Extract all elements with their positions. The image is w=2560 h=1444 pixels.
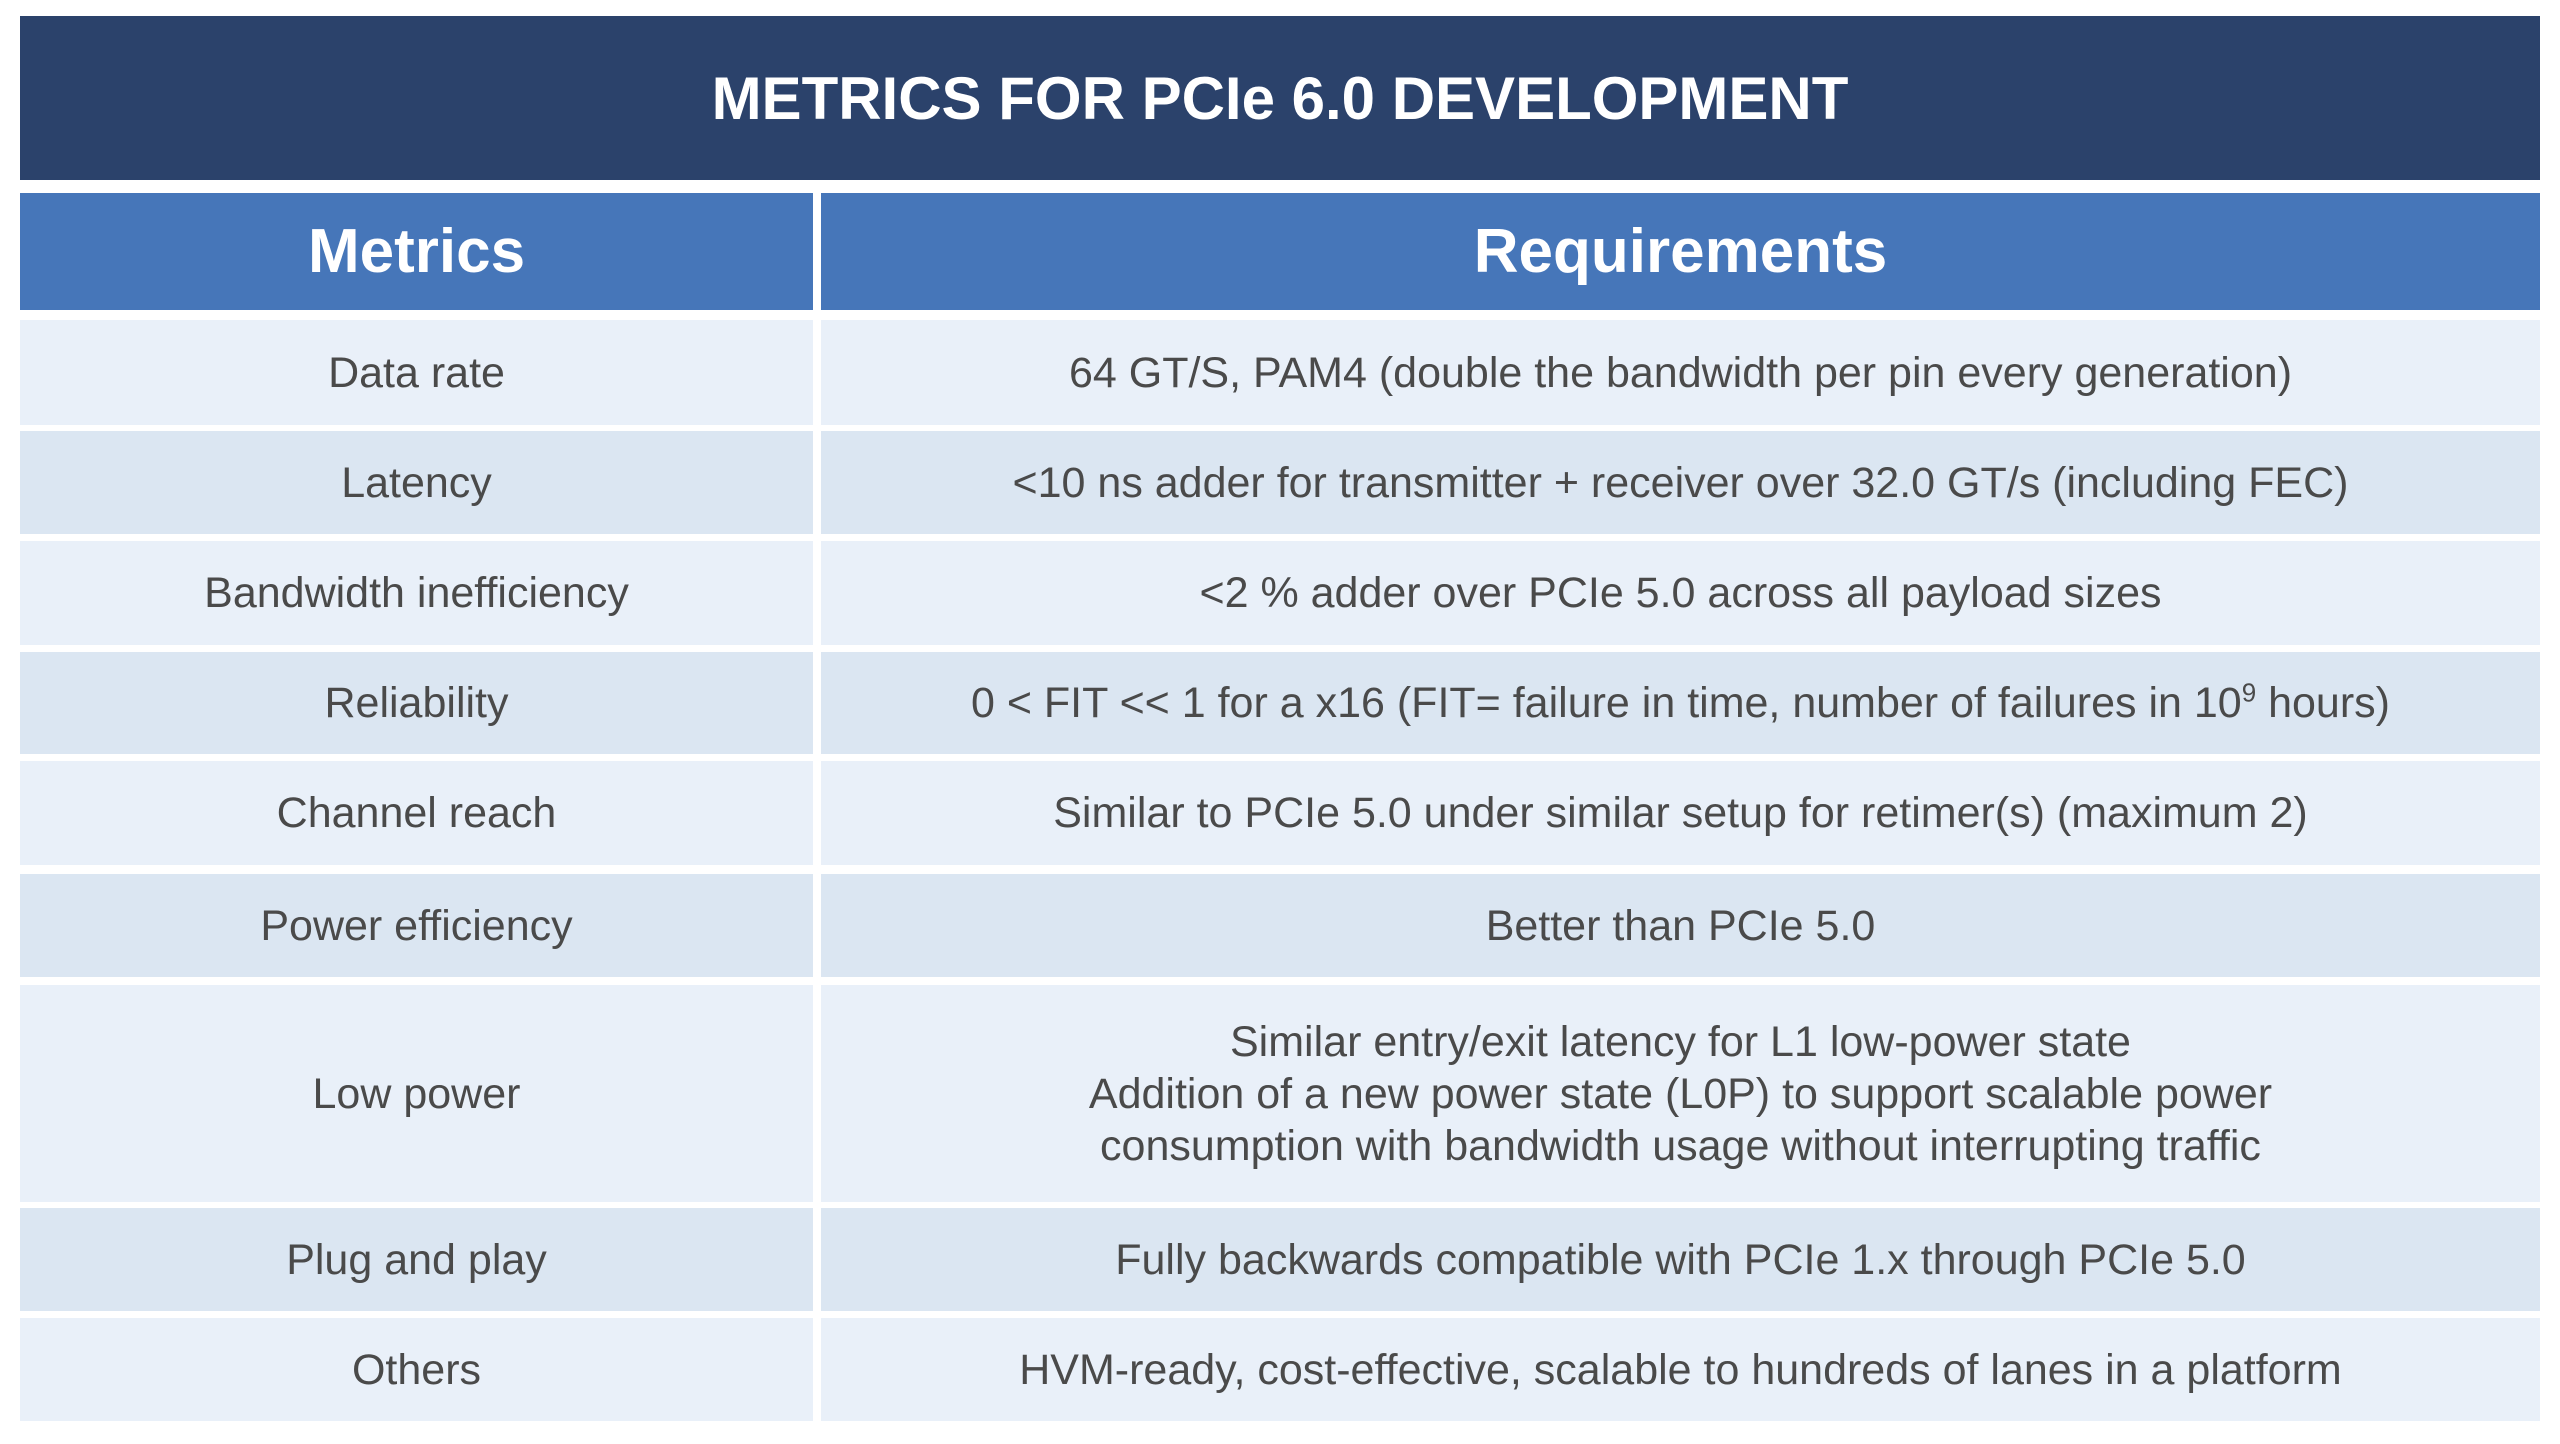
requirement-cell: 0 < FIT << 1 for a x16 (FIT= failure in … <box>821 652 2540 754</box>
requirement-text: 0 < FIT << 1 for a x16 (FIT= failure in … <box>971 677 2390 729</box>
column-header-metrics: Metrics <box>20 193 813 310</box>
metric-cell: Others <box>20 1318 813 1421</box>
requirement-cell: Fully backwards compatible with PCIe 1.x… <box>821 1208 2540 1311</box>
requirement-cell: Similar entry/exit latency for L1 low-po… <box>821 985 2540 1202</box>
requirement-cell: Similar to PCIe 5.0 under similar setup … <box>821 761 2540 865</box>
metric-cell: Reliability <box>20 652 813 754</box>
metric-cell: Latency <box>20 431 813 534</box>
metric-cell: Low power <box>20 985 813 1202</box>
metric-cell: Channel reach <box>20 761 813 865</box>
exponent: 9 <box>2241 677 2257 708</box>
requirement-cell: HVM-ready, cost-effective, scalable to h… <box>821 1318 2540 1421</box>
requirement-cell: Better than PCIe 5.0 <box>821 874 2540 977</box>
column-header-requirements: Requirements <box>821 193 2540 310</box>
metric-cell: Bandwidth inefficiency <box>20 541 813 645</box>
metric-cell: Power efficiency <box>20 874 813 977</box>
table-title: METRICS FOR PCIe 6.0 DEVELOPMENT <box>20 16 2540 180</box>
requirement-cell: <2 % adder over PCIe 5.0 across all payl… <box>821 541 2540 645</box>
requirement-cell: <10 ns adder for transmitter + receiver … <box>821 431 2540 534</box>
requirement-text-main: 0 < FIT << 1 for a x16 (FIT= failure in … <box>971 679 2242 727</box>
requirement-cell: 64 GT/S, PAM4 (double the bandwidth per … <box>821 320 2540 425</box>
requirement-text-tail: hours) <box>2256 679 2390 727</box>
metric-cell: Plug and play <box>20 1208 813 1311</box>
metric-cell: Data rate <box>20 320 813 425</box>
